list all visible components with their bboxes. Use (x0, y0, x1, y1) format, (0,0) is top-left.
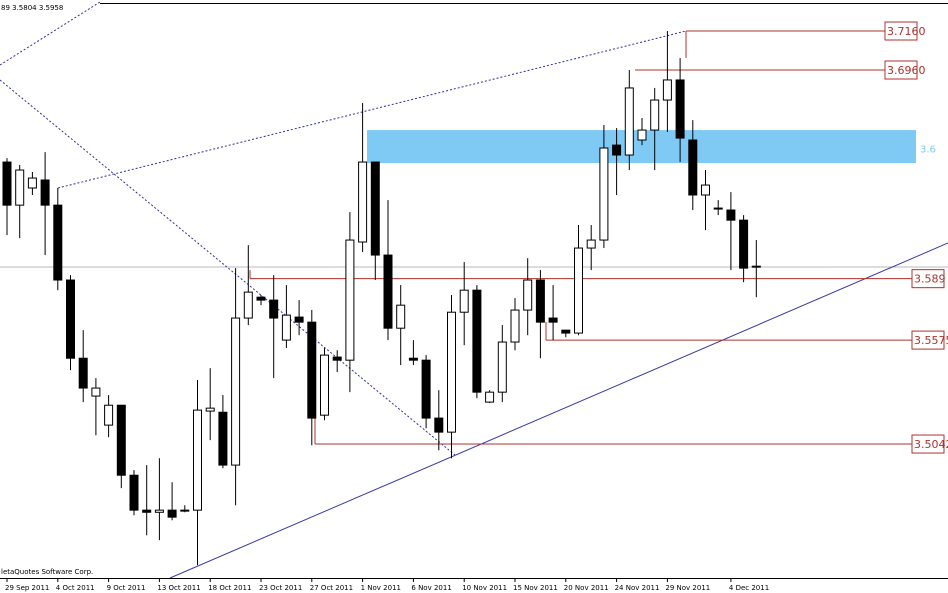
x-tick-label: 4 Oct 2011 (56, 584, 95, 592)
candle-body (2, 161, 12, 206)
candle-body (256, 296, 266, 301)
candle-body (370, 161, 380, 256)
candle-body (637, 129, 647, 141)
candle-body (739, 219, 749, 269)
x-tick-label: 6 Nov 2011 (411, 584, 451, 592)
x-tick-label: 4 Dec 2011 (729, 584, 769, 592)
candle-body (726, 209, 736, 221)
x-tick-label: 29 Nov 2011 (665, 584, 710, 592)
zone-layer: 3.6 (367, 130, 936, 164)
candle-body (27, 177, 37, 189)
x-tick-label: 9 Oct 2011 (107, 584, 146, 592)
candle-body (243, 291, 253, 319)
x-tick-label: 18 Oct 2011 (208, 584, 251, 592)
candle-body (599, 147, 609, 241)
level-label: 3.589 (914, 273, 946, 286)
candle-body (205, 407, 215, 412)
candle-body (535, 279, 545, 323)
candle-body (675, 79, 685, 139)
candle-body (561, 329, 571, 334)
x-tick-label: 10 Nov 2011 (462, 584, 507, 592)
candle-body (53, 204, 63, 281)
x-tick-label: 27 Oct 2011 (310, 584, 353, 592)
candle-body (116, 404, 126, 476)
candle-body (396, 304, 406, 329)
level-box (884, 21, 918, 41)
candle-body (104, 404, 114, 426)
level-box (911, 434, 945, 454)
candle-body (91, 387, 101, 397)
candle-body (459, 289, 469, 313)
candle-body (612, 144, 622, 156)
candle-body (218, 411, 228, 466)
candle-body (650, 99, 660, 131)
candle-body (281, 314, 291, 341)
x-tick-label: 20 Nov 2011 (564, 584, 609, 592)
candle-body (193, 409, 202, 511)
candle-body (78, 357, 88, 389)
candle-body (332, 356, 342, 361)
trend-line (169, 242, 948, 579)
level-box (911, 269, 945, 289)
candle-body (624, 87, 634, 156)
candle-body (662, 79, 672, 101)
header-text: 89 3.5804 3.5958 (1, 4, 63, 12)
candle-body (320, 354, 329, 416)
candle-body (497, 341, 507, 393)
candle-body (358, 161, 368, 243)
x-tick-label: 13 Oct 2011 (157, 584, 200, 592)
level-label: 3.7160 (887, 25, 926, 38)
candle-body (231, 317, 241, 466)
candle-layer (2, 31, 761, 566)
x-tick-label: 29 Sep 2011 (5, 584, 49, 592)
footer-text: letaQuotes Software Corp. (1, 568, 93, 576)
candle-body (713, 207, 723, 210)
candle-body (294, 316, 304, 323)
level-box (884, 60, 918, 80)
candle-body (142, 509, 152, 513)
candle-body (40, 179, 50, 206)
x-tick-label: 15 Nov 2011 (513, 584, 558, 592)
candle-body (15, 169, 25, 206)
candle-body (510, 309, 520, 343)
candle-body (472, 289, 482, 393)
candle-body (701, 184, 710, 196)
level-label: 3.6960 (887, 64, 926, 77)
candle-body (574, 247, 583, 334)
x-tick-label: 24 Nov 2011 (615, 584, 660, 592)
candle-body (751, 265, 761, 268)
candle-body (688, 139, 698, 196)
candle-body (548, 317, 558, 323)
candle-body (485, 391, 495, 403)
level-label: 3.5042 (914, 438, 948, 451)
candle-body (154, 509, 164, 513)
x-tick-label: 23 Oct 2011 (259, 584, 302, 592)
candle-body (307, 321, 317, 419)
candle-body (180, 509, 190, 512)
candle-body (586, 239, 596, 249)
candle-body (269, 299, 279, 319)
x-tick-label: 1 Nov 2011 (361, 584, 401, 592)
zone-label: 3.6 (920, 145, 936, 156)
candle-body (383, 254, 393, 329)
candle-body (447, 311, 456, 433)
candle-body (66, 279, 75, 359)
level-box (911, 330, 945, 350)
candle-body (434, 417, 444, 433)
candle-body (421, 359, 431, 419)
axis-layer: 29 Sep 2011 4 Oct 2011 9 Oct 2011 13 Oct 20… (5, 578, 769, 592)
candle-body (523, 279, 533, 311)
level-label: 3.5575 (914, 334, 948, 347)
candle-body (408, 357, 418, 361)
candle-body (167, 509, 177, 518)
candle-body (345, 239, 355, 361)
candle-body (129, 474, 139, 511)
